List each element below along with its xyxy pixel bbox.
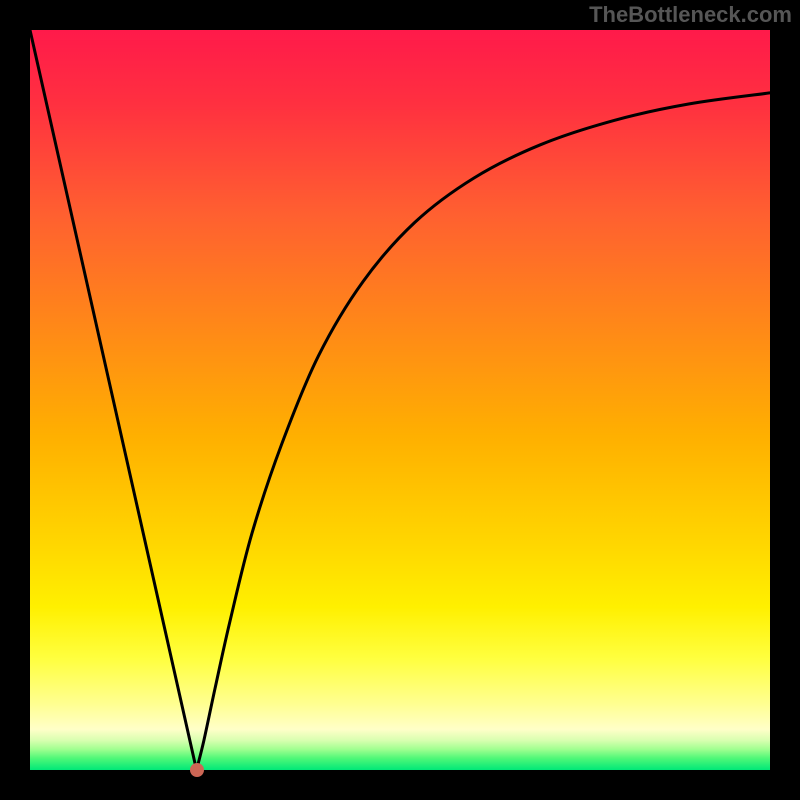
chart-container: TheBottleneck.com [0,0,800,800]
watermark-text: TheBottleneck.com [589,2,792,28]
optimal-point-marker [190,763,204,777]
bottleneck-curve [30,30,770,770]
